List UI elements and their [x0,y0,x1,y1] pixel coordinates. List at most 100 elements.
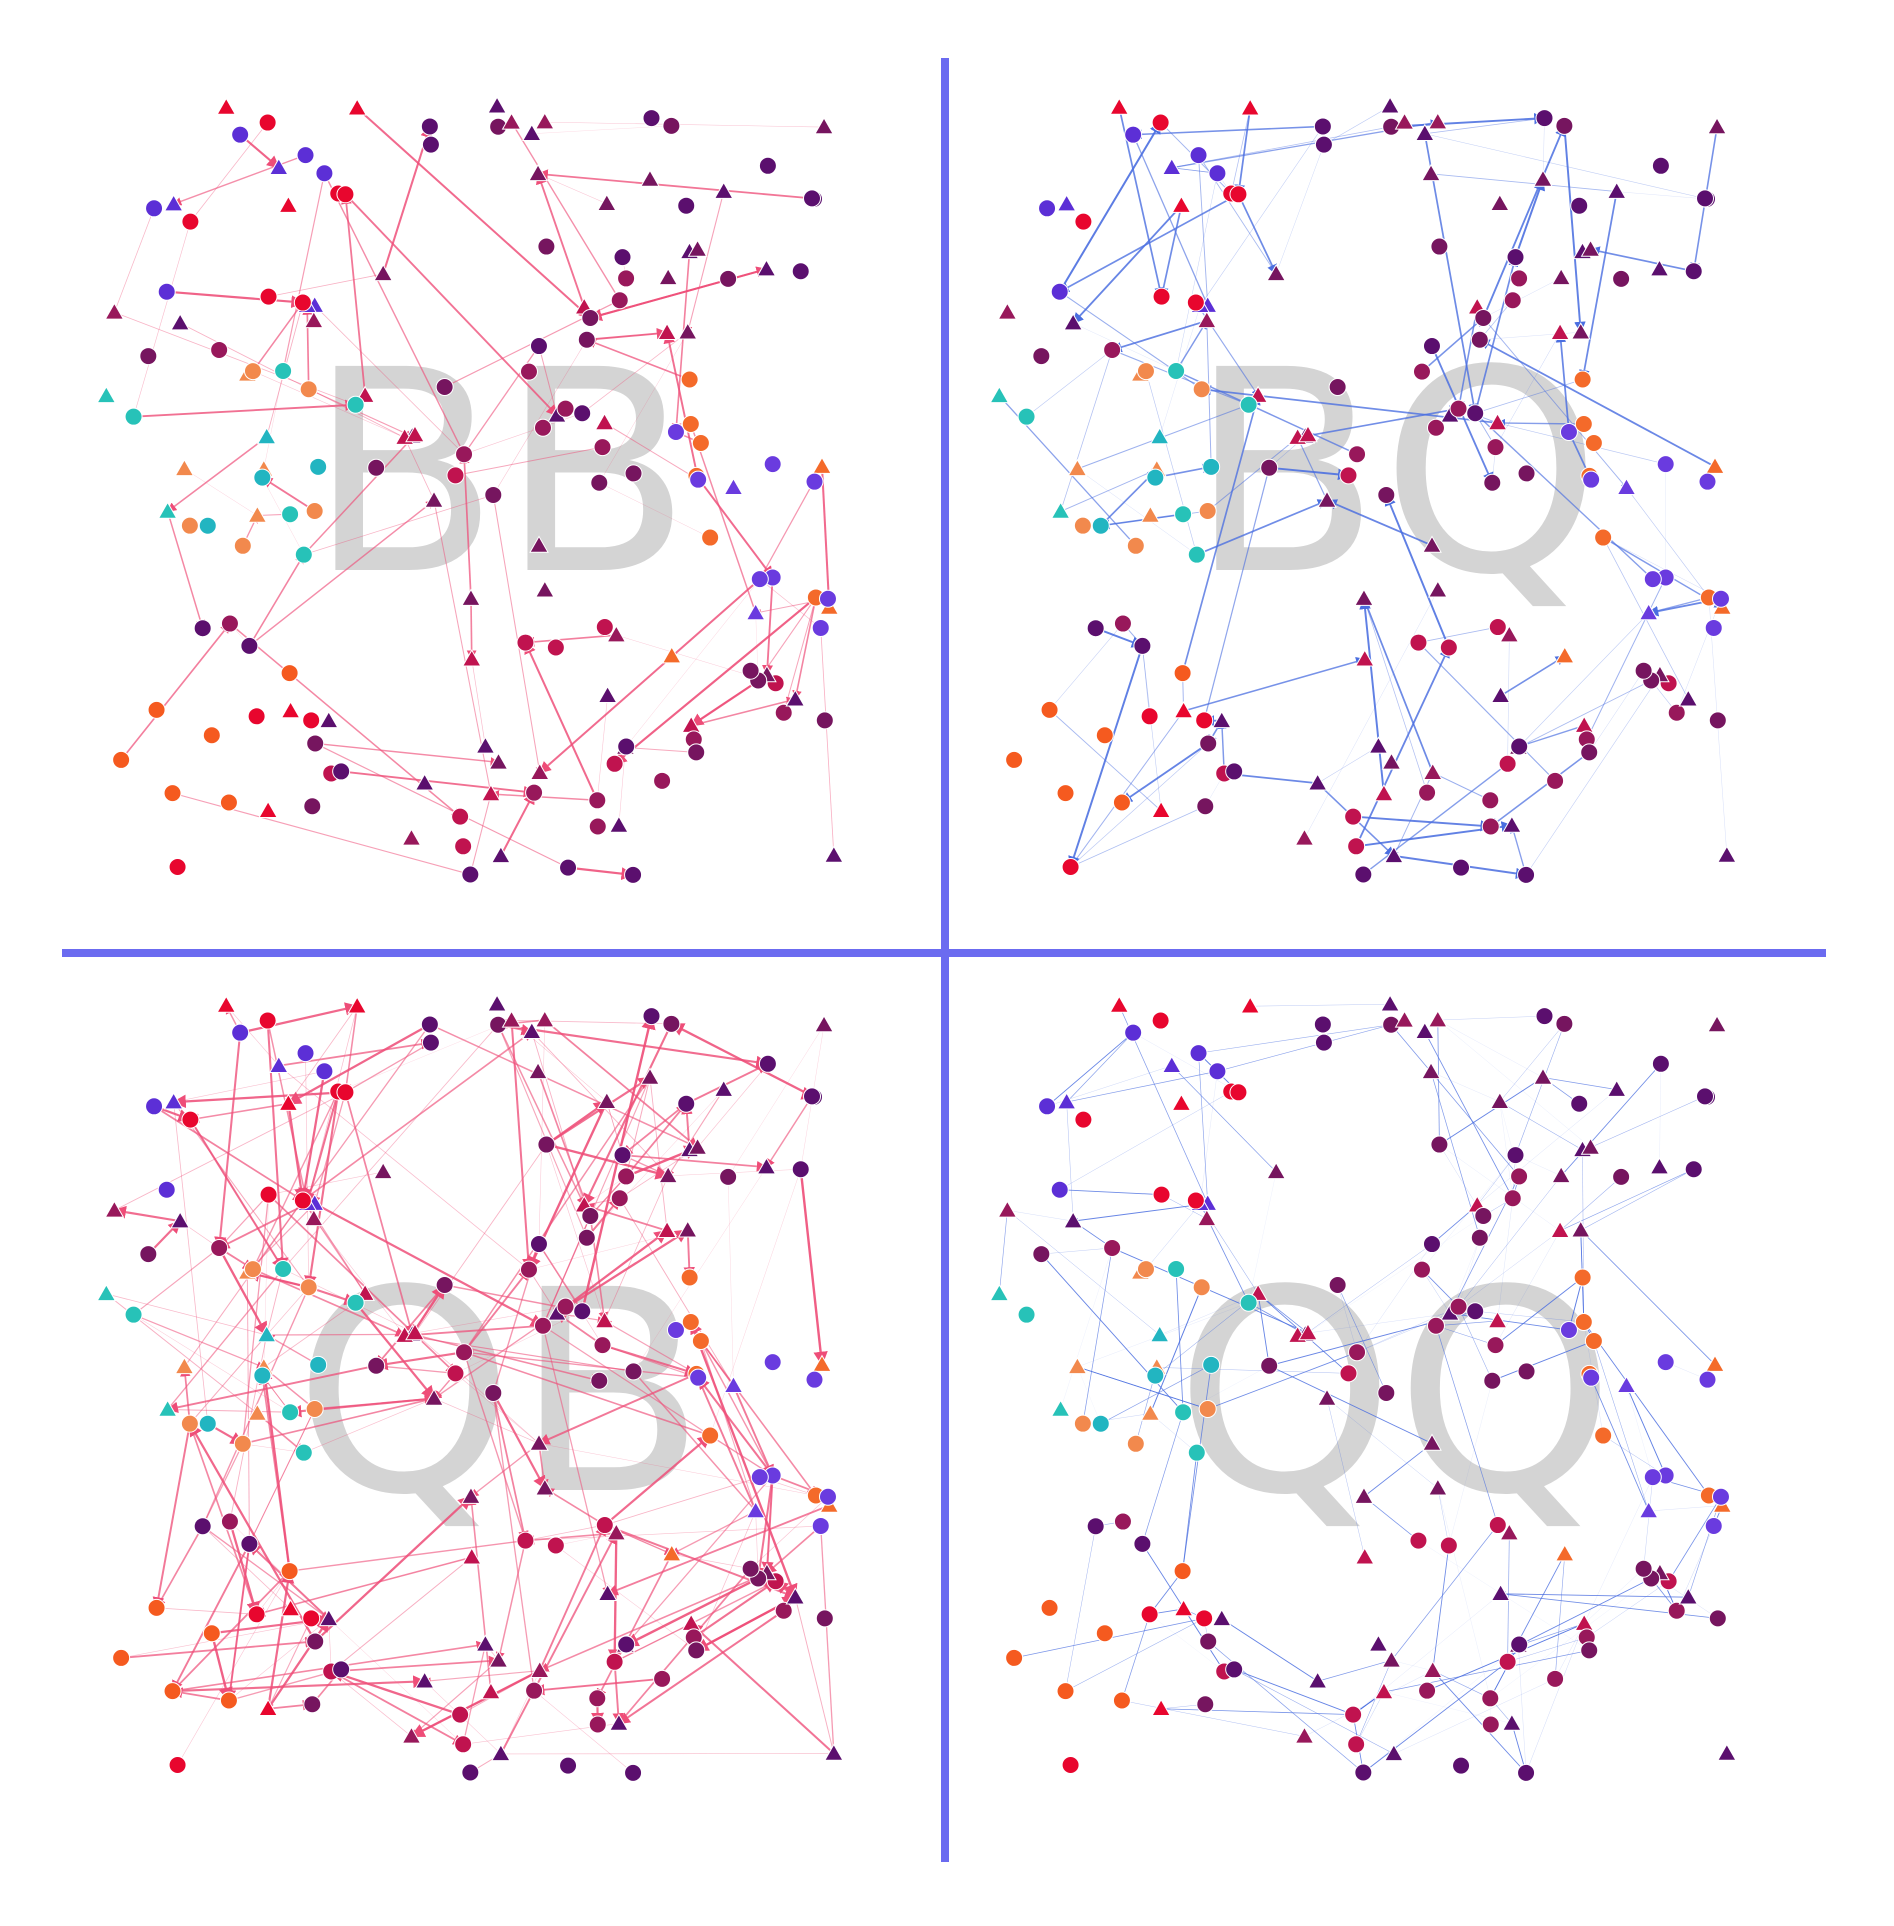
node-circle [198,516,217,535]
node-triangle [491,845,511,864]
edge [1060,349,1113,512]
edge [258,1374,291,1572]
edge [1431,173,1617,193]
node-triangle [1414,123,1435,141]
edge [537,1071,592,1217]
node-circle [1167,362,1186,381]
node-circle [1344,807,1363,826]
node-circle [519,362,538,381]
node-triangle [303,310,324,329]
node-triangle [661,1544,682,1562]
node-circle [666,1321,685,1340]
node-circle [147,700,166,719]
node-circle [220,614,239,633]
node-circle [454,837,473,856]
node-circle [294,1443,313,1462]
node-circle [1198,502,1217,521]
node-triangle [280,700,301,719]
node-triangle [1317,490,1337,508]
edge [246,1272,250,1544]
node-circle [525,783,544,802]
node-circle [124,407,143,426]
edge [544,121,825,128]
edge [467,1495,492,1693]
edge [455,1311,583,1374]
edge [228,1667,342,1702]
edge [1217,1024,1392,1073]
node-triangle [1149,426,1170,445]
node-triangle [268,157,289,175]
node-triangle [1580,1137,1601,1155]
edge [1207,437,1298,512]
edge [727,1176,734,1386]
edge [586,327,669,341]
node-triangle [96,1283,117,1302]
node-circle [302,1609,321,1628]
node-circle [163,1682,182,1701]
node-circle [577,330,596,349]
edge [328,1618,464,1745]
node-triangle [529,1660,550,1678]
node-triangle [1489,193,1510,211]
edge [1430,1545,1450,1672]
edge [188,1422,317,1643]
edge [690,1622,835,1755]
edge [1196,154,1209,306]
edge [303,434,416,556]
edge [599,482,711,538]
edge [1437,1015,1545,1021]
node-triangle [1490,685,1511,704]
node-circle [1347,1735,1366,1754]
node-circle [1050,282,1069,301]
edge [313,1218,405,1336]
node-triangle [475,736,496,754]
node-circle [1103,1238,1122,1257]
edge [1121,742,1209,804]
node-triangle [814,117,834,135]
node-circle [1422,1235,1441,1254]
edge [1007,1210,1160,1336]
node-circle [617,269,636,288]
edge [624,1577,759,1647]
node-circle [677,1094,696,1113]
panel-bq-nodes [989,96,1737,884]
node-circle [701,1426,720,1445]
node-triangle [1067,458,1088,477]
node-triangle [1056,194,1077,212]
edge [282,1024,499,1270]
edge [214,1032,242,1250]
node-triangle [488,752,509,770]
node-triangle [104,1200,125,1218]
node-circle [1481,817,1500,836]
node-triangle [414,773,435,791]
node-triangle [1294,1726,1315,1744]
edge [1355,646,1450,847]
edge [567,866,635,881]
node-circle [1202,1355,1221,1374]
node-circle [1510,269,1529,288]
node-circle [1091,516,1110,535]
edge [1458,1230,1561,1307]
node-triangle [1067,1356,1088,1375]
node-triangle [1354,1486,1374,1504]
node-triangle [1649,1157,1670,1175]
edge [1221,1618,1318,1682]
node-triangle [1380,994,1400,1012]
edge [766,1525,822,1574]
panel-qb: QB [96,994,844,1782]
node-circle [202,726,221,745]
edge [1175,173,1218,372]
node-circle [774,703,793,722]
edge [1500,1591,1689,1598]
node-circle [588,791,607,810]
edge [1424,133,1708,200]
edge [690,679,759,727]
node-circle [259,287,278,306]
edge [750,1496,829,1569]
edge [531,125,672,134]
node-circle [642,1007,661,1026]
node-circle [219,1691,238,1710]
edge [1559,1176,1622,1231]
node-triangle [280,1598,301,1617]
node-circle [681,414,700,433]
